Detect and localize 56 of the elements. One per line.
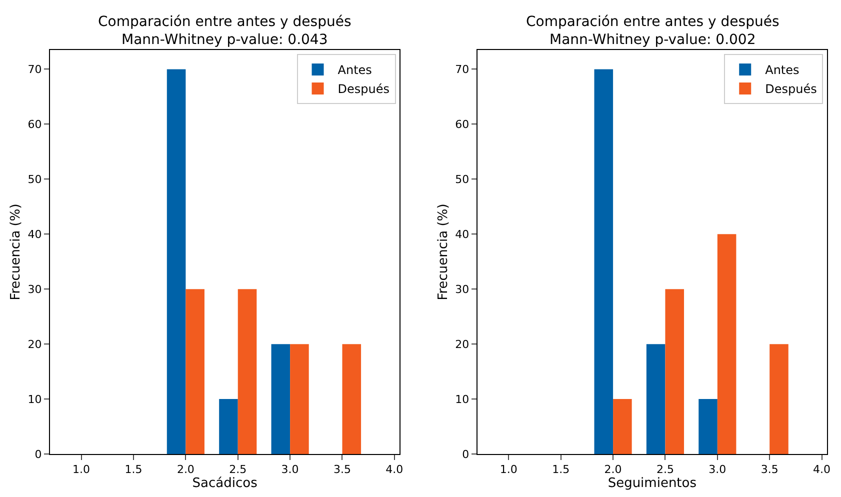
chart-title: Comparación entre antes y después bbox=[98, 14, 352, 30]
y-tick-label: 40 bbox=[28, 228, 42, 241]
y-tick-label: 20 bbox=[28, 338, 42, 351]
bar bbox=[166, 69, 186, 454]
y-tick-label: 20 bbox=[455, 338, 470, 351]
bar bbox=[613, 399, 632, 454]
x-tick-label: 1.0 bbox=[72, 463, 90, 476]
y-tick-label: 70 bbox=[28, 63, 42, 76]
y-tick-label: 10 bbox=[28, 392, 42, 406]
bar bbox=[342, 344, 362, 454]
x-tick-label: 4.0 bbox=[813, 463, 831, 476]
x-tick-label: 3.5 bbox=[760, 463, 778, 476]
x-tick-label: 3.5 bbox=[333, 463, 351, 476]
bar bbox=[238, 289, 257, 454]
legend-label: Después bbox=[338, 82, 390, 96]
legend-label: Después bbox=[765, 82, 817, 96]
bar bbox=[290, 344, 309, 454]
y-tick-label: 0 bbox=[34, 448, 42, 461]
y-axis-title: Frecuencia (%) bbox=[436, 204, 452, 300]
chart-subtitle: Mann-Whitney p-value: 0.043 bbox=[121, 32, 328, 48]
bar bbox=[186, 289, 204, 454]
chart-subtitle: Mann-Whitney p-value: 0.002 bbox=[549, 32, 756, 48]
x-axis-title: Sacádicos bbox=[192, 476, 258, 492]
bar bbox=[594, 69, 614, 454]
x-tick-label: 3.0 bbox=[708, 463, 726, 476]
legend-label: Antes bbox=[338, 63, 372, 78]
y-tick-label: 70 bbox=[455, 63, 470, 76]
bar bbox=[646, 344, 666, 454]
x-tick-label: 4.0 bbox=[386, 463, 404, 476]
y-tick-label: 0 bbox=[462, 448, 470, 461]
bar bbox=[717, 234, 736, 454]
y-tick-label: 40 bbox=[455, 228, 470, 241]
y-tick-label: 50 bbox=[28, 173, 42, 186]
x-tick-label: 2.5 bbox=[656, 463, 674, 476]
bar bbox=[271, 344, 290, 454]
bar bbox=[219, 399, 238, 454]
y-tick-label: 60 bbox=[455, 118, 470, 132]
legend-label: Antes bbox=[765, 63, 800, 78]
x-tick-label: 1.5 bbox=[124, 463, 142, 476]
x-axis-title: Seguimientos bbox=[608, 476, 697, 492]
x-tick-label: 1.5 bbox=[552, 463, 570, 476]
x-tick-label: 3.0 bbox=[281, 463, 299, 476]
bar bbox=[698, 399, 718, 454]
y-tick-label: 60 bbox=[28, 118, 42, 132]
y-tick-label: 10 bbox=[455, 392, 470, 406]
x-tick-label: 2.0 bbox=[176, 463, 194, 476]
y-tick-label: 30 bbox=[455, 282, 470, 296]
y-tick-label: 30 bbox=[28, 282, 42, 296]
bar bbox=[665, 289, 684, 454]
x-tick-label: 2.0 bbox=[604, 463, 622, 476]
y-tick-label: 50 bbox=[455, 173, 470, 186]
bar bbox=[770, 344, 788, 454]
x-tick-label: 1.0 bbox=[500, 463, 518, 476]
x-tick-label: 2.5 bbox=[229, 463, 247, 476]
y-axis-title: Frecuencia (%) bbox=[8, 204, 24, 300]
chart-title: Comparación entre antes y después bbox=[526, 14, 780, 30]
